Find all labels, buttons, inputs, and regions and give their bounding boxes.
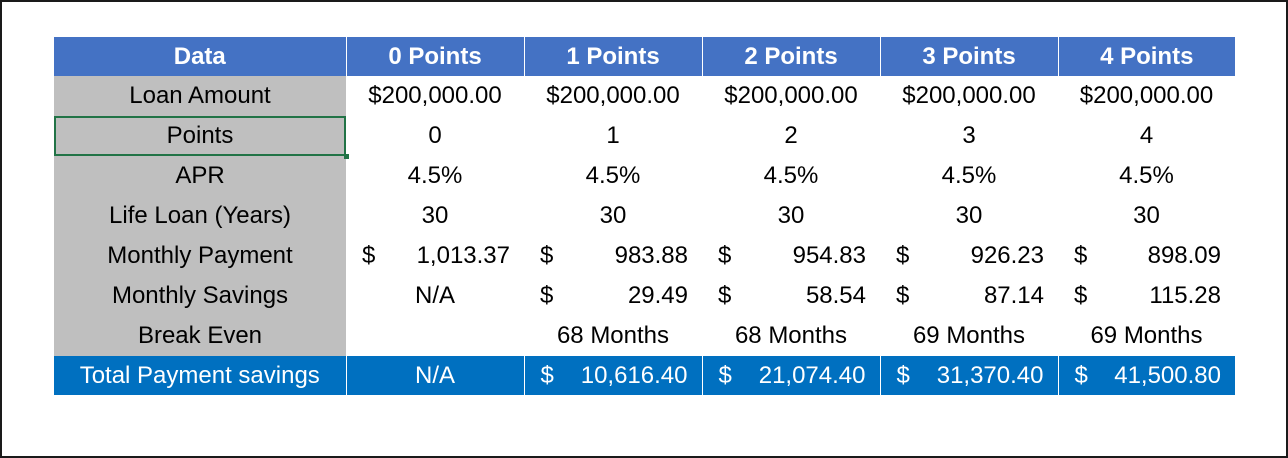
table-row-life-loan: Life Loan (Years) 30 30 30 30 30: [54, 196, 1235, 236]
row-label-monthly-savings[interactable]: Monthly Savings: [54, 276, 346, 316]
cell[interactable]: 4.5%: [763, 162, 819, 189]
row-label-monthly-payment[interactable]: Monthly Payment: [54, 236, 346, 276]
cell[interactable]: 69 Months: [1090, 322, 1203, 349]
cell[interactable]: $200,000.00: [546, 82, 680, 109]
currency-symbol: $: [540, 361, 554, 389]
table-row-monthly-savings: Monthly Savings N/A $29.49 $58.54 $87.14…: [54, 276, 1235, 316]
table-row-loan-amount: Loan Amount $200,000.00 $200,000.00 $200…: [54, 76, 1235, 116]
currency-symbol: $: [1074, 361, 1088, 389]
amount: 58.54: [805, 282, 866, 309]
table-row-total-payment-savings: Total Payment savings N/A $10,616.40 $21…: [54, 356, 1235, 395]
cell[interactable]: $1,013.37: [346, 236, 524, 276]
header-cell-0-points[interactable]: 0 Points: [346, 37, 525, 76]
cell[interactable]: $954.83: [702, 236, 880, 276]
amount: 926.23: [970, 242, 1044, 269]
currency-symbol: $: [896, 361, 910, 389]
amount: 115.28: [1149, 282, 1221, 309]
cell[interactable]: 3: [962, 122, 976, 149]
row-label-apr[interactable]: APR: [54, 156, 346, 196]
currency-symbol: $: [718, 282, 732, 309]
cell[interactable]: 30: [421, 202, 449, 229]
cell[interactable]: $10,616.40: [524, 356, 703, 395]
header-cell-1-points[interactable]: 1 Points: [524, 37, 703, 76]
cell[interactable]: N/A: [346, 356, 525, 395]
cell[interactable]: $200,000.00: [1079, 82, 1214, 109]
cell[interactable]: 68 Months: [556, 322, 670, 349]
amount: 1,013.37: [416, 242, 510, 269]
header-row: Data 0 Points 1 Points 2 Points 3 Points…: [54, 37, 1235, 76]
amount: 898.09: [1147, 242, 1221, 269]
cell[interactable]: $983.88: [524, 236, 702, 276]
amount: 87.14: [983, 282, 1044, 309]
cell[interactable]: $926.23: [880, 236, 1058, 276]
currency-symbol: $: [718, 361, 732, 389]
cell[interactable]: 30: [955, 202, 983, 229]
row-label-points-selected-cell[interactable]: Points: [54, 116, 349, 159]
row-label-total-payment-savings[interactable]: Total Payment savings: [54, 356, 347, 395]
cell[interactable]: $898.09: [1058, 236, 1235, 276]
amount: 29.49: [627, 282, 688, 309]
cell[interactable]: [346, 316, 524, 356]
cell[interactable]: 68 Months: [734, 322, 848, 349]
cell[interactable]: $115.28: [1058, 276, 1235, 316]
cell[interactable]: 69 Months: [912, 322, 1026, 349]
row-label-loan-amount[interactable]: Loan Amount: [54, 76, 346, 116]
table-row-points: Points 0 1 2 3 4: [54, 116, 1235, 159]
cell[interactable]: 4.5%: [1119, 162, 1174, 189]
cell[interactable]: $29.49: [524, 276, 702, 316]
cell[interactable]: 4.5%: [585, 162, 641, 189]
header-cell-3-points[interactable]: 3 Points: [880, 37, 1059, 76]
cell[interactable]: 30: [777, 202, 805, 229]
amount: 21,074.40: [758, 361, 866, 389]
cell[interactable]: $21,074.40: [702, 356, 881, 395]
currency-symbol: $: [896, 282, 910, 309]
amount: 10,616.40: [580, 361, 688, 389]
amount: 41,500.80: [1114, 361, 1221, 389]
cell[interactable]: $200,000.00: [902, 82, 1036, 109]
cell[interactable]: $200,000.00: [368, 82, 502, 109]
currency-symbol: $: [718, 242, 732, 269]
cell[interactable]: 30: [1133, 202, 1160, 229]
cell[interactable]: $58.54: [702, 276, 880, 316]
row-label-break-even[interactable]: Break Even: [54, 316, 346, 356]
amount: 954.83: [792, 242, 866, 269]
amount: 31,370.40: [936, 361, 1044, 389]
currency-symbol: $: [1074, 282, 1088, 309]
cell[interactable]: N/A: [414, 282, 455, 309]
table-row-break-even: Break Even 68 Months 68 Months 69 Months…: [54, 316, 1235, 356]
amount: 983.88: [614, 242, 688, 269]
header-cell-data[interactable]: Data: [54, 37, 347, 76]
points-comparison-table: Data 0 Points 1 Points 2 Points 3 Points…: [54, 37, 1235, 395]
table-row-monthly-payment: Monthly Payment $1,013.37 $983.88 $954.8…: [54, 236, 1235, 276]
cell[interactable]: 4: [1139, 122, 1154, 149]
cell[interactable]: $200,000.00: [724, 82, 858, 109]
row-label-life-loan[interactable]: Life Loan (Years): [54, 196, 346, 236]
cell[interactable]: $31,370.40: [880, 356, 1059, 395]
cell[interactable]: 4.5%: [407, 162, 463, 189]
cell[interactable]: $41,500.80: [1058, 356, 1235, 395]
currency-symbol: $: [540, 242, 554, 269]
cell[interactable]: 4.5%: [941, 162, 997, 189]
header-cell-2-points[interactable]: 2 Points: [702, 37, 881, 76]
header-cell-4-points[interactable]: 4 Points: [1058, 37, 1235, 76]
currency-symbol: $: [362, 242, 376, 269]
cell[interactable]: 2: [784, 122, 798, 149]
cell[interactable]: 30: [599, 202, 627, 229]
cell[interactable]: $87.14: [880, 276, 1058, 316]
cell[interactable]: 1: [606, 122, 620, 149]
currency-symbol: $: [896, 242, 910, 269]
currency-symbol: $: [1074, 242, 1088, 269]
currency-symbol: $: [540, 282, 554, 309]
table-row-apr: APR 4.5% 4.5% 4.5% 4.5% 4.5%: [54, 156, 1235, 196]
cell[interactable]: 0: [428, 122, 442, 149]
